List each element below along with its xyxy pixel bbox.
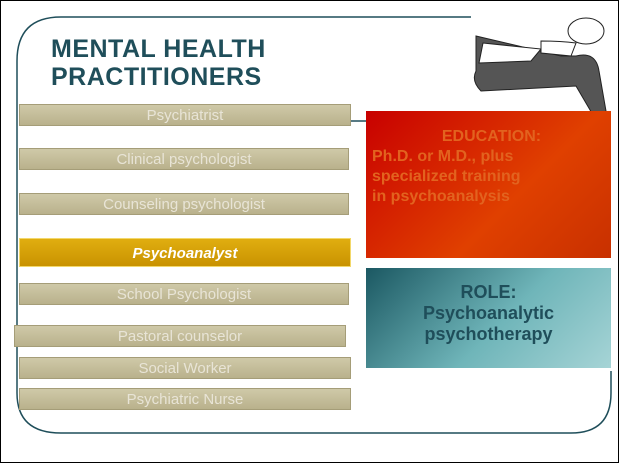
education-line: Ph.D. or M.D., plus <box>372 147 611 167</box>
practitioner-button-active[interactable]: Psychoanalyst <box>19 238 351 267</box>
education-line: in psychoanalysis <box>372 187 611 207</box>
title-line: MENTAL HEALTH <box>51 35 266 63</box>
practitioner-button[interactable]: Psychiatrist <box>19 104 351 126</box>
role-line: Psychoanalytic <box>366 303 611 324</box>
slide: MENTAL HEALTH PRACTITIONERS Psychiatrist… <box>0 0 619 463</box>
education-box: EDUCATION: Ph.D. or M.D., plus specializ… <box>366 111 611 258</box>
role-line: psychotherapy <box>366 324 611 345</box>
role-box: ROLE: Psychoanalytic psychotherapy <box>366 268 611 368</box>
title-line: PRACTITIONERS <box>51 63 266 91</box>
practitioner-button[interactable]: Social Worker <box>19 357 351 379</box>
title: MENTAL HEALTH PRACTITIONERS <box>51 35 266 91</box>
practitioner-button[interactable]: Psychiatric Nurse <box>19 388 351 410</box>
couch-icon <box>474 18 606 117</box>
role-heading: ROLE: <box>366 282 611 303</box>
education-line: specialized training <box>372 167 611 187</box>
practitioner-button[interactable]: Pastoral counselor <box>14 325 346 347</box>
education-heading: EDUCATION: <box>372 127 611 147</box>
practitioner-button[interactable]: Counseling psychologist <box>19 193 349 215</box>
practitioner-button[interactable]: Clinical psychologist <box>19 148 349 170</box>
practitioner-button[interactable]: School Psychologist <box>19 283 349 305</box>
